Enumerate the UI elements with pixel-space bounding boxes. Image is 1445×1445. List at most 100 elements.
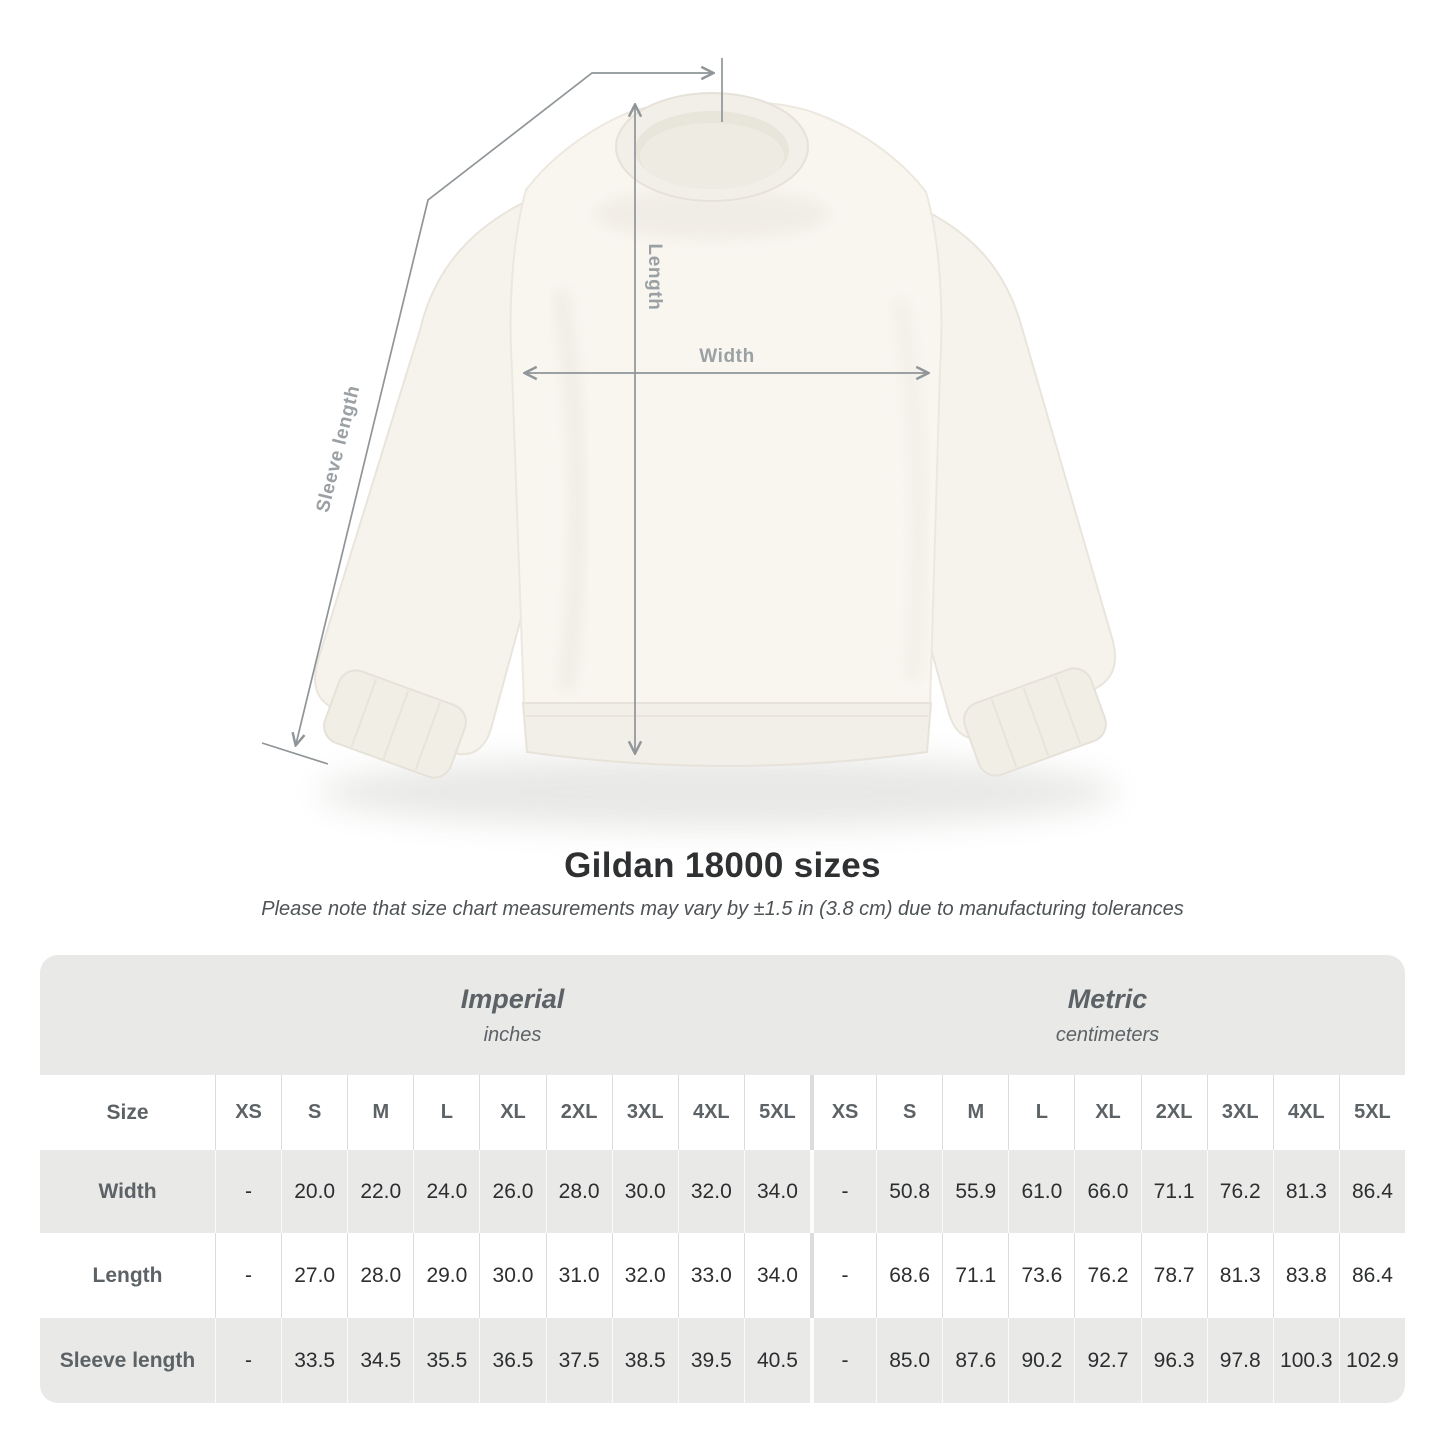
imperial-title: Imperial (460, 983, 565, 1014)
cell: 102.9 (1338, 1318, 1405, 1403)
cell: 22.0 (347, 1150, 413, 1233)
cell: 31.0 (545, 1233, 612, 1318)
cell: 26.0 (479, 1150, 545, 1233)
size-col-header: L (1008, 1075, 1074, 1150)
tolerance-note: Please note that size chart measurements… (261, 898, 1184, 920)
cell: 73.6 (1008, 1233, 1074, 1318)
cell: 87.6 (942, 1318, 1008, 1403)
cell: 24.0 (413, 1150, 479, 1233)
cell: 32.0 (611, 1233, 678, 1318)
cell: 96.3 (1140, 1318, 1207, 1403)
metric-header: Metric centimeters (810, 955, 1405, 1075)
unit-band: Imperial inches Metric centimeters (40, 955, 1405, 1075)
cell: 50.8 (876, 1150, 942, 1233)
row-label: Sleeve length (59, 1348, 196, 1372)
cell: 71.1 (942, 1233, 1008, 1318)
cell: 83.8 (1272, 1233, 1339, 1318)
size-col-header: M (347, 1075, 413, 1150)
cell: 86.4 (1338, 1150, 1405, 1233)
size-table: Imperial inches Metric centimeters Size … (40, 955, 1405, 1403)
size-col-header: 2XL (545, 1075, 612, 1150)
cell: - (810, 1233, 876, 1318)
table-row-length: Length - 27.0 28.0 29.0 30.0 31.0 32.0 3… (40, 1233, 1405, 1318)
metric-title: Metric (1067, 983, 1148, 1014)
cell: 33.5 (281, 1318, 347, 1403)
cell: 97.8 (1206, 1318, 1273, 1403)
cell: 86.4 (1338, 1233, 1405, 1318)
size-col-header: L (413, 1075, 479, 1150)
size-col-header: S (876, 1075, 942, 1150)
sweatshirt-svg (261, 58, 1118, 828)
band-spacer (40, 955, 215, 1075)
size-col-header: 3XL (1206, 1075, 1273, 1150)
width-measure-label: Width (699, 346, 755, 367)
cell: 81.3 (1272, 1150, 1339, 1233)
size-col-header: 3XL (611, 1075, 678, 1150)
cell: 76.2 (1206, 1150, 1273, 1233)
hem-band (521, 702, 933, 767)
cell: 34.5 (347, 1318, 413, 1403)
imperial-header: Imperial inches (215, 955, 810, 1075)
cell: 28.0 (347, 1233, 413, 1318)
size-col-header: XS (215, 1075, 281, 1150)
cell: 90.2 (1008, 1318, 1074, 1403)
cell: 39.5 (677, 1318, 744, 1403)
cell: 78.7 (1140, 1233, 1207, 1318)
row-label: Length (92, 1263, 163, 1287)
size-col-header: 5XL (743, 1075, 810, 1150)
cell: - (215, 1233, 281, 1318)
cell: 37.5 (545, 1318, 612, 1403)
cell: - (215, 1318, 281, 1403)
size-col-header: S (281, 1075, 347, 1150)
imperial-unit: inches (483, 1023, 542, 1046)
cell: 38.5 (611, 1318, 678, 1403)
sleeve-end-tick (261, 742, 329, 765)
cell: 34.0 (743, 1150, 810, 1233)
cell: 33.0 (677, 1233, 744, 1318)
size-col-header: 4XL (1272, 1075, 1339, 1150)
cell: 55.9 (942, 1150, 1008, 1233)
cell: 36.5 (479, 1318, 545, 1403)
cell: 20.0 (281, 1150, 347, 1233)
heading-block: Gildan 18000 sizes Please note that size… (0, 846, 1445, 921)
sweatshirt-illustration: Width Length Sleeve length (261, 58, 1118, 828)
cell: 68.6 (876, 1233, 942, 1318)
cell: 85.0 (876, 1318, 942, 1403)
cell: 66.0 (1074, 1150, 1140, 1233)
cell: 71.1 (1140, 1150, 1207, 1233)
size-header-label: Size (106, 1100, 149, 1124)
measurement-lines (261, 58, 927, 765)
cell: 40.5 (743, 1318, 810, 1403)
size-col-header: XS (810, 1075, 876, 1150)
cell: 76.2 (1074, 1233, 1140, 1318)
size-col-header: XL (1074, 1075, 1140, 1150)
cell: - (810, 1318, 876, 1403)
table-row-sleeve-length: Sleeve length - 33.5 34.5 35.5 36.5 37.5… (40, 1318, 1405, 1403)
cell: 34.0 (743, 1233, 810, 1318)
page-title: Gildan 18000 sizes (564, 846, 881, 885)
length-measure-label: Length (644, 243, 665, 311)
size-col-header: 5XL (1338, 1075, 1405, 1150)
metric-unit: centimeters (1055, 1023, 1160, 1046)
cell: - (810, 1150, 876, 1233)
cell: 100.3 (1272, 1318, 1339, 1403)
size-col-header: 2XL (1140, 1075, 1207, 1150)
cell: 27.0 (281, 1233, 347, 1318)
garment-shadow (318, 756, 1118, 828)
table-row-width: Width - 20.0 22.0 24.0 26.0 28.0 30.0 32… (40, 1150, 1405, 1233)
cell: 61.0 (1008, 1150, 1074, 1233)
cell: 81.3 (1206, 1233, 1273, 1318)
cell: 32.0 (677, 1150, 744, 1233)
row-label: Width (98, 1179, 157, 1203)
cell: 35.5 (413, 1318, 479, 1403)
size-header-row: Size XS S M L XL 2XL 3XL 4XL 5XL XS S M … (40, 1075, 1405, 1150)
cell: 30.0 (611, 1150, 678, 1233)
size-col-header: 4XL (677, 1075, 744, 1150)
cell: 29.0 (413, 1233, 479, 1318)
cell: 28.0 (545, 1150, 612, 1233)
size-col-header: M (942, 1075, 1008, 1150)
size-col-header: XL (479, 1075, 545, 1150)
sleeve-length-line (296, 73, 712, 744)
cell: 92.7 (1074, 1318, 1140, 1403)
